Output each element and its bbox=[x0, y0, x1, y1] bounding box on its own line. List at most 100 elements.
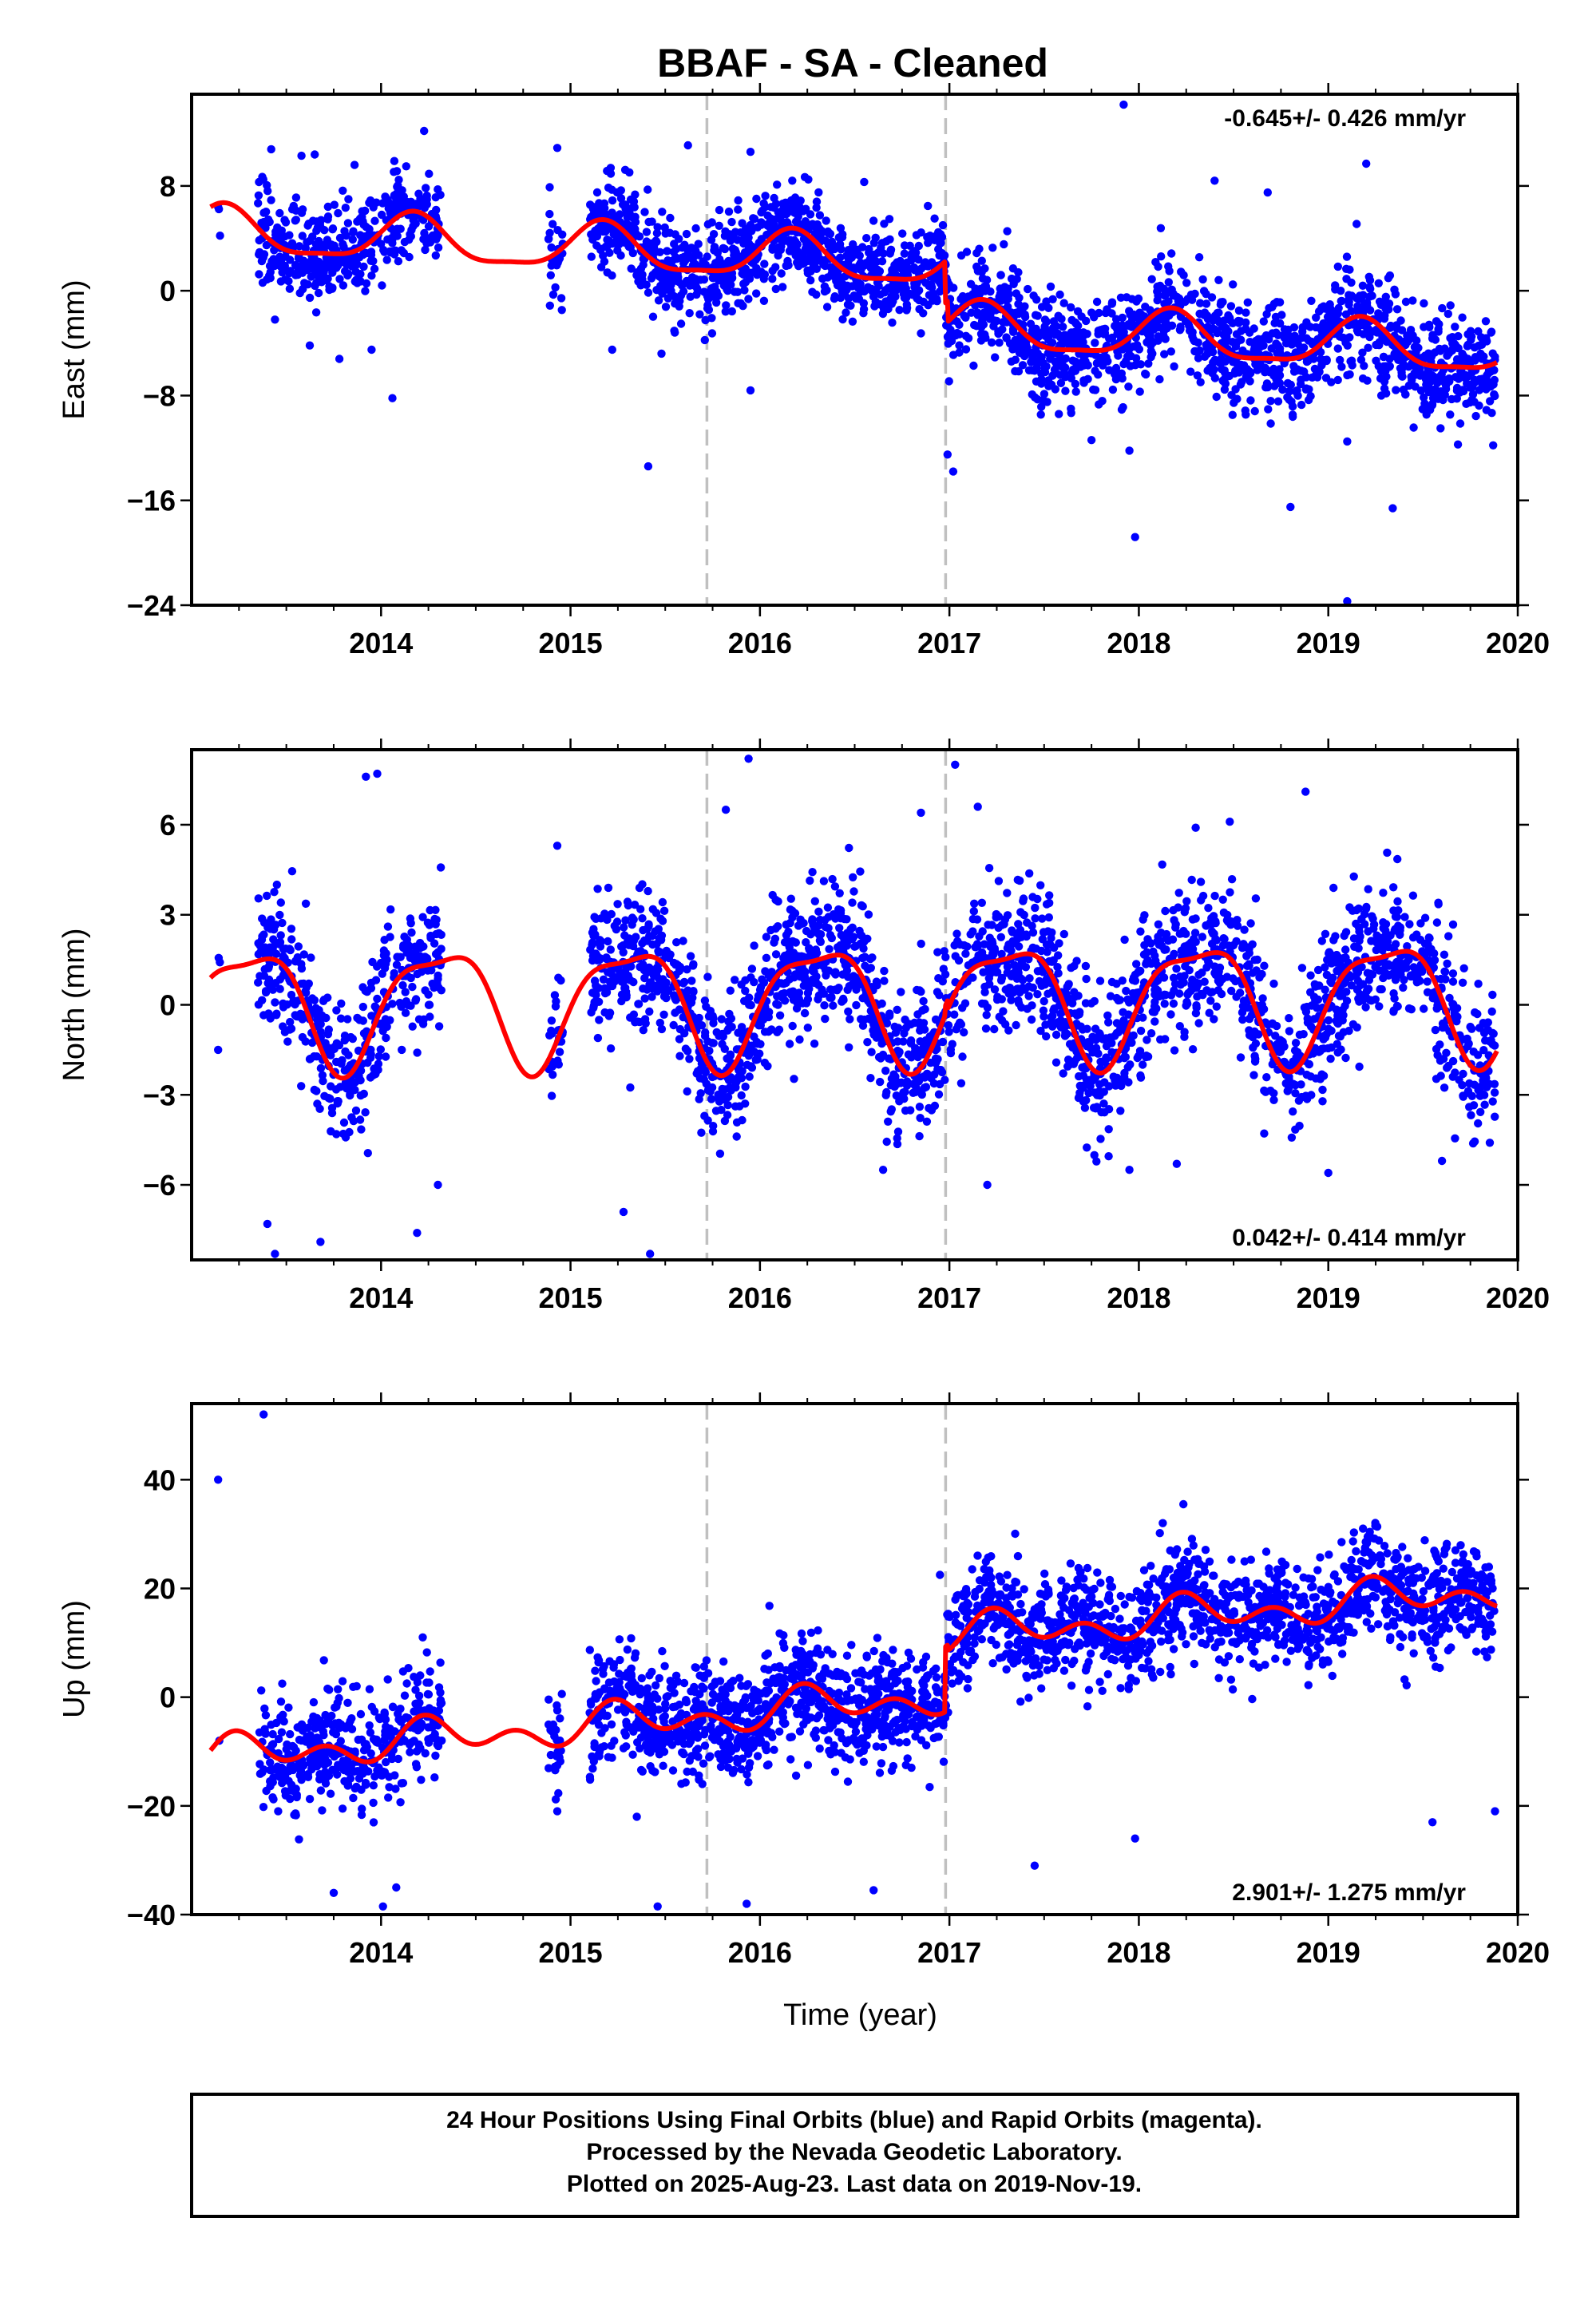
north-point-602 bbox=[636, 905, 645, 913]
east-point-1397 bbox=[881, 237, 891, 246]
east-point-231 bbox=[431, 193, 440, 202]
north-point-1018 bbox=[747, 964, 757, 973]
north-point-857 bbox=[835, 889, 844, 898]
east-point-2772 bbox=[1343, 596, 1352, 605]
east-point-1219 bbox=[905, 289, 915, 299]
north-point-328 bbox=[289, 996, 298, 1005]
east-model-line bbox=[208, 200, 1499, 370]
north-point-194 bbox=[259, 1011, 268, 1020]
east-point-1342 bbox=[843, 300, 853, 309]
north-point-683 bbox=[606, 945, 615, 954]
north-point-1732 bbox=[1139, 950, 1149, 959]
east-point-250 bbox=[406, 230, 414, 239]
east-point-2363 bbox=[1306, 392, 1315, 401]
north-point-429 bbox=[434, 1180, 442, 1190]
east-point-2354 bbox=[1229, 280, 1238, 289]
east-x-tick-2020: 2020 bbox=[1486, 627, 1550, 659]
north-point-1 bbox=[216, 958, 224, 967]
east-point-2677 bbox=[1051, 322, 1061, 331]
east-point-1266 bbox=[870, 302, 879, 311]
east-point-1693 bbox=[1333, 344, 1343, 353]
north-point-1412 bbox=[878, 1166, 888, 1174]
north-point-1339 bbox=[771, 950, 781, 959]
east-point-1299 bbox=[822, 286, 831, 295]
east-point-1237 bbox=[877, 301, 886, 310]
east-point-1231 bbox=[917, 264, 926, 273]
east-point-1507 bbox=[987, 338, 996, 347]
east-point-2357 bbox=[1271, 312, 1281, 322]
east-point-2412 bbox=[1385, 354, 1394, 363]
east-point-1882 bbox=[1212, 392, 1221, 402]
east-point-1732 bbox=[1194, 354, 1203, 362]
east-point-1870 bbox=[1000, 240, 1008, 249]
north-point-1118 bbox=[806, 876, 814, 885]
east-point-542 bbox=[613, 246, 622, 255]
east-point-2723 bbox=[1375, 297, 1384, 306]
north-point-1271 bbox=[900, 1095, 909, 1103]
east-point-1679 bbox=[1366, 284, 1375, 293]
east-point-1379 bbox=[921, 258, 930, 267]
north-point-397 bbox=[332, 1130, 341, 1139]
east-point-1285 bbox=[924, 239, 933, 248]
east-point-688 bbox=[603, 166, 612, 176]
east-point-748 bbox=[666, 213, 675, 223]
east-point-1297 bbox=[928, 283, 937, 292]
east-point-377 bbox=[259, 222, 268, 231]
east-point-515 bbox=[631, 190, 640, 199]
east-point-2774 bbox=[1210, 176, 1219, 185]
east-point-1450 bbox=[1264, 405, 1273, 414]
east-point-747 bbox=[688, 273, 697, 282]
north-point-1374 bbox=[745, 1072, 754, 1081]
east-point-2554 bbox=[1221, 340, 1230, 349]
north-point-338 bbox=[267, 920, 275, 929]
east-point-1365 bbox=[778, 200, 787, 208]
east-point-1819 bbox=[1202, 299, 1211, 308]
east-point-2049 bbox=[1056, 378, 1066, 387]
north-point-1483 bbox=[1349, 872, 1358, 881]
north-point-737 bbox=[594, 984, 604, 992]
east-point-2748 bbox=[1285, 332, 1295, 341]
east-point-2594 bbox=[1479, 352, 1488, 361]
east-y-tick-2: −8 bbox=[143, 379, 176, 412]
east-point-511 bbox=[608, 196, 617, 205]
north-point-73 bbox=[424, 990, 433, 999]
east-point-1028 bbox=[917, 329, 925, 338]
east-y-tick-1: 0 bbox=[160, 275, 176, 307]
north-point-1147 bbox=[741, 976, 750, 985]
east-point-1371 bbox=[789, 200, 798, 208]
east-point-2569 bbox=[1071, 379, 1080, 389]
east-point-300 bbox=[280, 275, 290, 284]
east-point-2205 bbox=[1246, 377, 1254, 386]
east-point-2470 bbox=[1435, 344, 1444, 354]
east-point-2575 bbox=[1320, 304, 1329, 313]
east-point-987 bbox=[938, 220, 948, 230]
north-point-1469 bbox=[1120, 935, 1129, 945]
east-point-1200 bbox=[914, 255, 923, 264]
east-point-1090 bbox=[934, 245, 943, 254]
north-point-723 bbox=[638, 914, 647, 923]
north-point-2034 bbox=[958, 1052, 967, 1061]
north-point-512 bbox=[683, 965, 691, 974]
north-point-1408 bbox=[856, 930, 865, 940]
north-point-245 bbox=[283, 1037, 292, 1046]
east-point-499 bbox=[603, 268, 612, 277]
east-point-2353 bbox=[1276, 319, 1285, 328]
north-point-1955 bbox=[1324, 1016, 1333, 1025]
north-point-1395 bbox=[787, 990, 796, 1000]
north-point-659 bbox=[626, 1083, 635, 1092]
east-point-217 bbox=[421, 245, 430, 255]
north-point-969 bbox=[913, 1010, 922, 1019]
east-point-629 bbox=[700, 335, 709, 345]
east-point-1218 bbox=[935, 251, 944, 260]
north-point-727 bbox=[629, 1010, 639, 1019]
north-point-1235 bbox=[731, 1102, 740, 1111]
north-point-748 bbox=[619, 992, 628, 1002]
east-point-294 bbox=[343, 271, 352, 280]
north-point-1393 bbox=[792, 1004, 802, 1013]
north-point-7 bbox=[367, 1012, 376, 1020]
north-point-355 bbox=[344, 1051, 353, 1059]
east-point-1695 bbox=[1167, 249, 1176, 258]
north-point-94 bbox=[275, 984, 284, 993]
east-point-1933 bbox=[1040, 390, 1049, 398]
north-point-879 bbox=[774, 1000, 782, 1009]
